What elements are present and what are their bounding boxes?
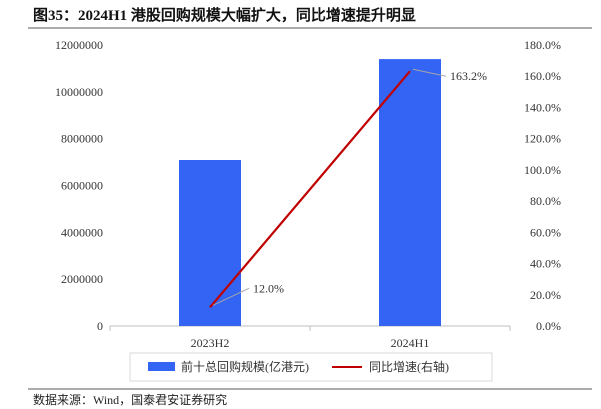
data-label: 163.2% — [450, 69, 487, 83]
y-left-tick-label: 0 — [97, 319, 103, 333]
x-tick-label: 2023H2 — [191, 336, 230, 350]
legend-border — [129, 352, 493, 382]
y-left-tick-label: 10000000 — [55, 85, 103, 99]
y-right-tick-label: 100.0% — [524, 163, 561, 177]
bar-2024h1 — [379, 59, 441, 326]
legend-line-label: 同比增速(右轴) — [369, 359, 449, 374]
y-left-tick-label: 4000000 — [61, 225, 103, 239]
legend-bar-label: 前十总回购规模(亿港元) — [181, 359, 309, 374]
growth-rate-line — [209, 70, 411, 309]
bar-2023h2 — [179, 160, 241, 326]
y-right-tick-label: 180.0% — [524, 38, 561, 52]
data-label-leader — [412, 68, 447, 77]
chart-title: 图35：2024H1 港股回购规模大幅扩大，同比增速提升明显 — [33, 6, 416, 24]
y-left-tick-label: 8000000 — [61, 132, 103, 146]
line-series — [209, 70, 411, 309]
y-left-tick-label: 12000000 — [55, 38, 103, 52]
y-right-tick-label: 40.0% — [530, 257, 561, 271]
axes: 0 2000000 4000000 6000000 8000000 10000000 120… — [55, 38, 561, 350]
data-label: 12.0% — [253, 281, 284, 295]
bar-series — [179, 59, 441, 326]
y-right-tick-label: 120.0% — [524, 132, 561, 146]
y-right-tick-label: 160.0% — [524, 69, 561, 83]
y-left-tick-label: 2000000 — [61, 272, 103, 286]
y-right-tick-label: 20.0% — [530, 288, 561, 302]
y-left-tick-label: 6000000 — [61, 179, 103, 193]
y-right-tick-label: 80.0% — [530, 194, 561, 208]
y-right-tick-label: 60.0% — [530, 225, 561, 239]
y-right-tick-label: 0.0% — [536, 319, 561, 333]
legend: 前十总回购规模(亿港元) 同比增速(右轴) — [129, 352, 493, 382]
legend-bar-swatch — [148, 362, 175, 371]
data-labels: 12.0% 163.2% — [212, 68, 487, 306]
y-right-tick-label: 140.0% — [524, 100, 561, 114]
x-tick-label: 2024H1 — [391, 336, 430, 350]
source-note: 数据来源：Wind，国泰君安证券研究 — [33, 392, 227, 407]
data-label-leader — [212, 287, 250, 306]
